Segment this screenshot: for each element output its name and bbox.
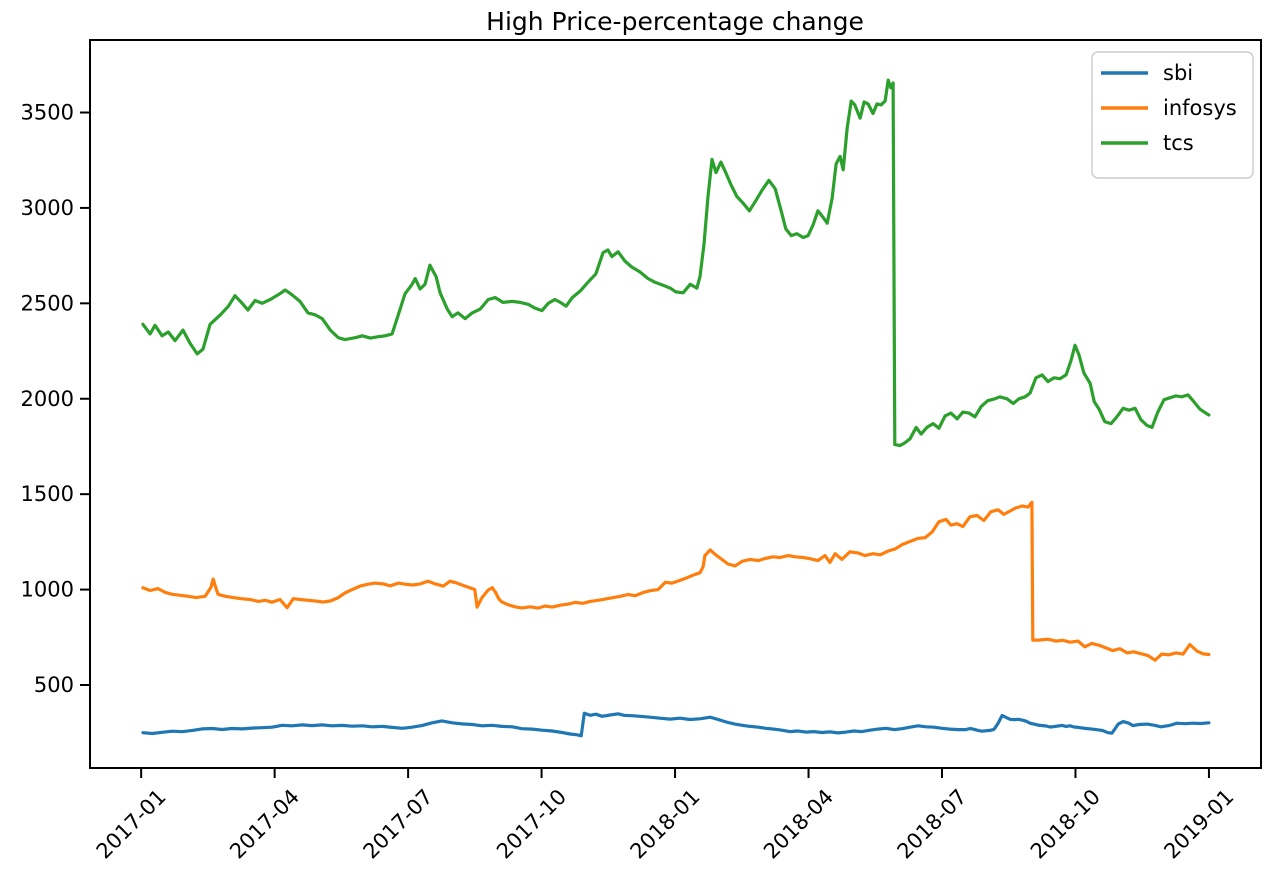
x-tick-label: 2017-04 — [225, 785, 304, 864]
series-line-infosys — [141, 500, 1211, 662]
x-tick-label: 2018-10 — [1026, 785, 1105, 864]
y-tick-label: 3000 — [21, 196, 74, 220]
legend-box — [1091, 51, 1254, 179]
legend-entry-tcs: tcs — [1101, 131, 1194, 155]
plot-border — [89, 39, 1262, 769]
y-tick-label: 2000 — [21, 387, 74, 411]
x-axis: 2017-01 2017-04 2017-07 2017-10 2018-01 2018-… — [92, 768, 1238, 864]
legend: sbi infosys tcs — [1091, 51, 1254, 179]
x-tick-label: 2017-07 — [359, 785, 438, 864]
series-line-sbi — [141, 711, 1211, 738]
legend-entry-label: tcs — [1163, 131, 1194, 155]
y-tick-label: 500 — [34, 673, 74, 697]
legend-entry-label: infosys — [1163, 96, 1237, 120]
y-tick-label: 1000 — [21, 578, 74, 602]
x-tick-label: 2019-01 — [1159, 785, 1238, 864]
x-tick-label: 2018-07 — [893, 785, 972, 864]
y-tick-label: 1500 — [21, 482, 74, 506]
legend-entry-infosys: infosys — [1101, 96, 1237, 120]
legend-entry-label: sbi — [1163, 61, 1193, 85]
plot-series — [141, 78, 1211, 738]
chart-title: High Price-percentage change — [486, 7, 864, 36]
y-tick-label: 3500 — [21, 101, 74, 125]
x-tick-label: 2017-10 — [492, 785, 571, 864]
y-axis: 500 1000 1500 2000 2500 3000 3500 — [21, 101, 90, 697]
series-line-tcs — [141, 78, 1211, 448]
x-tick-label: 2018-04 — [759, 785, 838, 864]
y-tick-label: 2500 — [21, 291, 74, 315]
x-tick-label: 2018-01 — [626, 785, 705, 864]
x-tick-label: 2017-01 — [92, 785, 171, 864]
legend-entry-sbi: sbi — [1101, 61, 1193, 85]
